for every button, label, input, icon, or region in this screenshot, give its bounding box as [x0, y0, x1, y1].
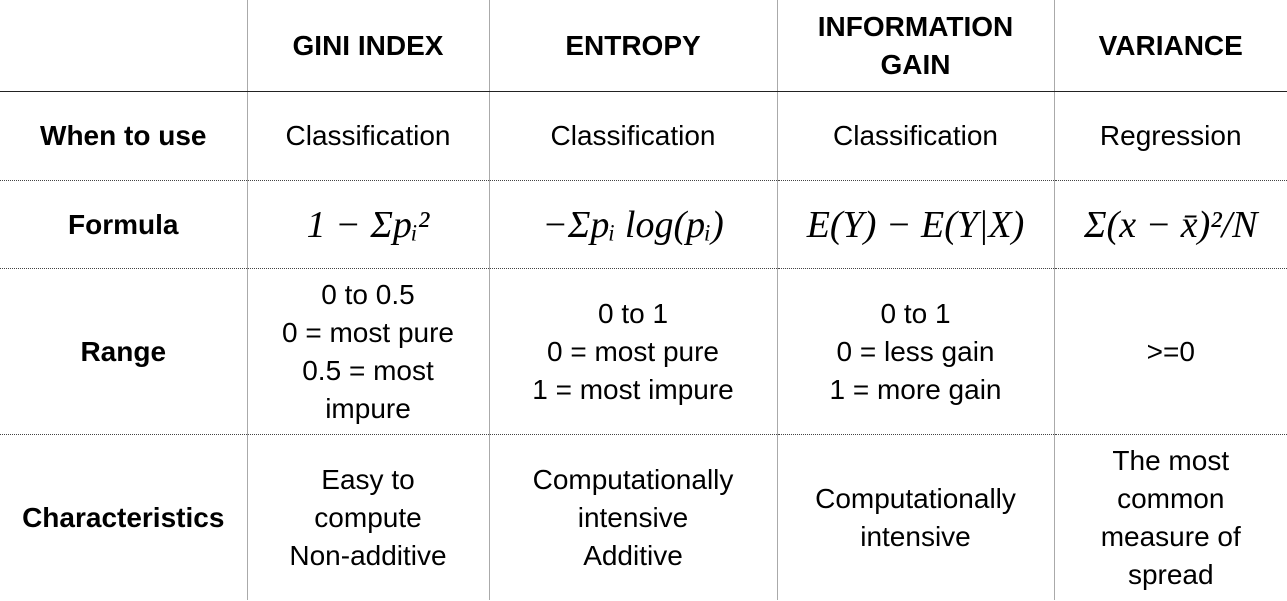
cell-line: intensive [860, 520, 971, 552]
table-cell: E(Y) − E(Y|X) [776, 180, 1054, 269]
table-cell: Computationally intensive [776, 434, 1054, 600]
cell-line: Classification [550, 120, 716, 151]
table-cell: Easy to compute Non-additive [246, 434, 489, 600]
table-cell: Σ(x − x̄)²/N [1053, 180, 1287, 269]
table-cell: −Σpᵢ log(pᵢ) [488, 180, 777, 269]
column-header: INFORMATION GAIN [776, 0, 1054, 92]
cell-line: 0.5 = most [302, 354, 434, 386]
table-row: Characteristics Easy to compute Non-additiv… [0, 434, 1287, 600]
cell-line: measure of [1100, 520, 1241, 552]
table-row: Range 0 to 0.5 0 = most pure 0.5 = most impu… [0, 268, 1287, 435]
cell-line: 0 to 0.5 [321, 278, 415, 310]
table-cell: The most common measure of spread [1053, 434, 1287, 600]
cell-line: Range [80, 335, 167, 367]
cell-line: When to use [40, 120, 207, 151]
cell-line: E(Y) − E(Y|X) [806, 203, 1025, 246]
column-header [0, 0, 247, 92]
cell-line: 0 = most pure [547, 335, 719, 367]
column-header: ENTROPY [488, 0, 777, 92]
cell-line: 0 to 1 [597, 297, 669, 329]
column-header: VARIANCE [1053, 0, 1287, 92]
row-header: Range [0, 268, 247, 435]
cell-line: 1 − Σpᵢ² [306, 203, 430, 246]
table-row: When to use Classification Classification C… [0, 91, 1287, 181]
cell-line: 0 = less gain [836, 335, 995, 367]
row-header: Formula [0, 180, 247, 269]
table-cell: 0 to 1 0 = less gain 1 = more gain [776, 268, 1054, 435]
cell-line: 1 = most impure [532, 373, 734, 405]
cell-line: Formula [68, 208, 179, 240]
table-cell: >=0 [1053, 268, 1287, 435]
column-header: GINI INDEX [246, 0, 489, 92]
cell-line: Additive [583, 539, 683, 571]
cell-line: Non-additive [289, 539, 447, 571]
cell-line: Computationally [532, 463, 734, 495]
cell-line: The most [1112, 444, 1230, 476]
table-row: Formula 1 − Σpᵢ² −Σpᵢ log(pᵢ) E(Y) − E(Y|X)… [0, 180, 1287, 269]
cell-line: >=0 [1146, 335, 1195, 367]
row-header: Characteristics [0, 434, 247, 600]
cell-line: impure [325, 392, 411, 424]
table-body: When to use Classification Classification C… [0, 91, 1287, 600]
cell-line: intensive [577, 501, 689, 533]
table-cell: 0 to 1 0 = most pure 1 = most impure [488, 268, 777, 435]
cell-line: Regression [1099, 120, 1242, 151]
cell-line: 1 = more gain [829, 373, 1002, 405]
table-cell: Regression [1053, 91, 1287, 181]
cell-line: common [1117, 482, 1225, 514]
table-cell: Classification [246, 91, 489, 181]
cell-line: 0 to 1 [880, 297, 951, 329]
cell-line: spread [1127, 558, 1214, 590]
cell-line: compute [314, 501, 422, 533]
table-cell: 0 to 0.5 0 = most pure 0.5 = most impure [246, 268, 489, 435]
table-cell: Classification [776, 91, 1054, 181]
header-row: GINI INDEX ENTROPY INFORMATION GAIN VARIANC… [0, 0, 1287, 92]
cell-line: Σ(x − x̄)²/N [1083, 203, 1258, 246]
table-cell: Computationally intensive Additive [488, 434, 777, 600]
cell-line: Computationally [815, 482, 1016, 514]
table-cell: Classification [488, 91, 777, 181]
table-cell: 1 − Σpᵢ² [246, 180, 489, 269]
row-header: When to use [0, 92, 247, 181]
cell-line: −Σpᵢ log(pᵢ) [542, 203, 724, 246]
cell-line: Classification [833, 120, 998, 151]
cell-line: 0 = most pure [282, 316, 454, 348]
cell-line: Characteristics [22, 501, 225, 533]
cell-line: Classification [285, 120, 451, 151]
cell-line: Easy to [321, 463, 415, 495]
